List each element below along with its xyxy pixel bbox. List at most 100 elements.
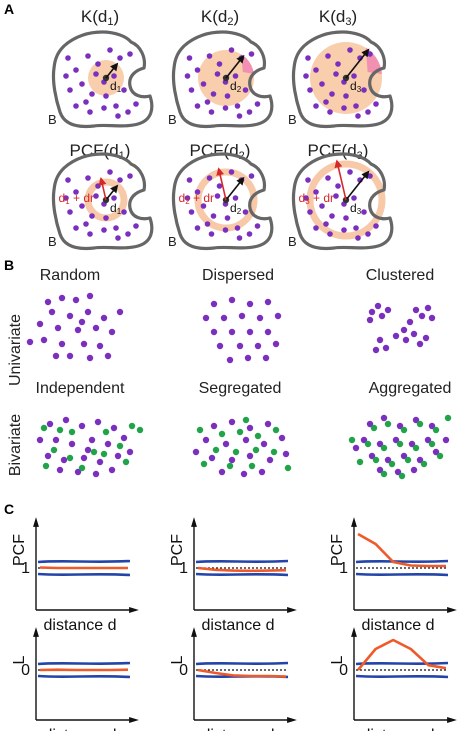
independent-purple-point — [120, 434, 128, 442]
dispersed-point — [226, 356, 234, 364]
clustered-point — [376, 336, 384, 344]
point — [206, 53, 213, 59]
point — [222, 105, 229, 111]
random-point — [54, 324, 62, 332]
point — [121, 87, 127, 93]
point — [373, 101, 379, 107]
point — [367, 173, 373, 179]
point — [204, 99, 211, 105]
aggregated-purple-point — [394, 468, 402, 476]
point — [73, 67, 79, 73]
random-point — [108, 328, 116, 336]
aggregated-purple-point — [412, 416, 420, 424]
clustered-point — [406, 318, 414, 326]
point — [236, 113, 243, 119]
point — [365, 109, 371, 115]
random-point — [58, 340, 66, 348]
pattern-label-independent: Independent — [36, 380, 126, 397]
point — [206, 175, 213, 181]
segregated-purple-point — [278, 434, 286, 442]
point — [313, 67, 319, 73]
point — [87, 109, 93, 115]
point — [347, 169, 353, 175]
point — [194, 67, 201, 73]
plot-L-aggregated: 0Ldistance d — [329, 627, 457, 731]
random-point — [80, 340, 88, 348]
independent-purple-point — [44, 452, 52, 460]
segregated-purple-point — [218, 468, 226, 476]
independent-purple-point — [46, 420, 54, 428]
point — [333, 193, 339, 199]
pcf-cell-3: d3 d3 + dr B — [288, 152, 394, 251]
point — [208, 109, 215, 115]
independent-purple-point — [84, 446, 92, 454]
point — [103, 215, 109, 221]
reference-tick-label: 1 — [339, 560, 348, 577]
plot-L-independent: 0Ldistance d — [11, 627, 139, 731]
point — [323, 221, 329, 227]
point — [184, 73, 191, 79]
lower-envelope — [355, 572, 449, 577]
aggregated-green-point — [388, 460, 396, 468]
aggregated-purple-point — [368, 452, 376, 460]
independent-purple-point — [68, 440, 76, 448]
clustered-point — [422, 334, 430, 342]
independent-green-point — [40, 424, 48, 432]
point — [83, 99, 89, 105]
independent-purple-point — [62, 416, 70, 424]
point — [113, 103, 119, 109]
segregated-green-point — [248, 462, 256, 470]
point — [101, 227, 107, 233]
observed-line — [197, 566, 287, 573]
random-point — [58, 294, 66, 302]
pattern-label-segregated: Segregated — [199, 380, 282, 397]
point — [210, 91, 217, 97]
point — [305, 55, 311, 61]
segregated-purple-point — [242, 436, 250, 444]
random-point — [78, 318, 86, 326]
pcf-ring — [306, 160, 386, 240]
point — [83, 221, 89, 227]
point — [329, 213, 335, 219]
point — [361, 87, 367, 93]
aggregated-purple-point — [442, 436, 450, 444]
aggregated-green-point — [400, 426, 408, 434]
aggregated-green-point — [444, 414, 452, 422]
point — [194, 103, 201, 109]
point — [186, 177, 193, 183]
point — [228, 47, 235, 53]
dispersed-point — [216, 342, 224, 350]
aggregated-purple-point — [376, 466, 384, 474]
aggregated-green-point — [412, 444, 420, 452]
region-boundary — [291, 152, 394, 251]
dispersed-point — [254, 342, 262, 350]
segregated-purple-point — [228, 418, 236, 426]
aggregated-purple-point — [352, 444, 360, 452]
point — [89, 91, 95, 97]
point — [319, 203, 325, 209]
segregated-green-point — [252, 446, 260, 454]
point — [351, 195, 357, 201]
point — [242, 87, 249, 93]
dispersed-point — [210, 328, 218, 336]
segregated-green-point — [218, 430, 226, 438]
y-axis-label: L — [11, 655, 28, 664]
random-point — [66, 352, 74, 360]
pcf-cell-2: d2 d2 + dr B — [168, 152, 274, 251]
aggregated-purple-point — [408, 440, 416, 448]
independent-green-point — [68, 428, 76, 436]
segregated-purple-point — [202, 436, 210, 444]
dispersed-point — [202, 314, 210, 322]
point — [200, 203, 207, 209]
point — [319, 81, 325, 87]
x-axis-label: distance d — [202, 727, 275, 731]
point — [133, 223, 139, 229]
point — [232, 73, 239, 79]
random-point — [84, 308, 92, 316]
point — [188, 87, 195, 93]
aggregated-green-point — [380, 444, 388, 452]
reference-tick-label: 0 — [179, 662, 188, 679]
radius-label: d1 — [110, 201, 122, 216]
x-axis-label: distance d — [44, 617, 117, 634]
